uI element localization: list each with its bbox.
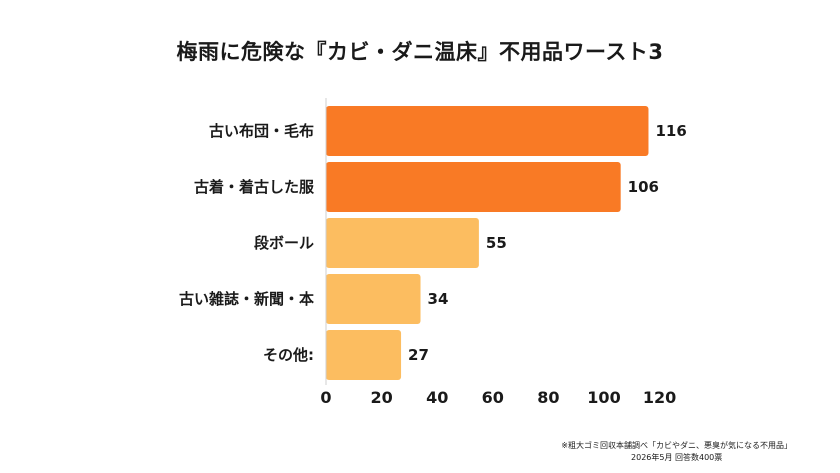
x-tick-labels: 0 20 40 60 80 100 120 xyxy=(320,388,676,407)
category-label-3: 段ボール xyxy=(254,234,314,252)
value-label-1: 116 xyxy=(655,122,686,140)
x-tick-label-6: 100 xyxy=(587,388,620,407)
x-tick-label-5: 80 xyxy=(537,388,559,407)
x-tick-label-4: 60 xyxy=(482,388,504,407)
category-label-1: 古い布団・毛布 xyxy=(209,122,314,140)
value-label-3: 55 xyxy=(486,234,507,252)
value-label-2: 106 xyxy=(628,178,659,196)
source-footnote: ※粗大ゴミ回収本舗調べ「カビやダニ、悪臭が気になる不用品」 2026年5月 回答… xyxy=(561,440,792,464)
value-labels: 116 106 55 34 27 xyxy=(408,122,687,364)
bar-5 xyxy=(326,330,402,380)
value-label-5: 27 xyxy=(408,346,429,364)
category-label-2: 古着・着古した服 xyxy=(194,178,315,196)
bar-1 xyxy=(326,106,649,156)
x-tick-label-2: 20 xyxy=(370,388,392,407)
x-tick-label-1: 0 xyxy=(320,388,331,407)
x-tick-label-7: 120 xyxy=(643,388,676,407)
category-label-4: 古い雑誌・新聞・本 xyxy=(179,290,314,308)
footnote-line-2: 2026年5月 回答数400票 xyxy=(631,453,723,462)
category-label-5: その他: xyxy=(263,346,314,364)
bar-2 xyxy=(326,162,621,212)
value-label-4: 34 xyxy=(428,290,449,308)
footnote-line-1: ※粗大ゴミ回収本舗調べ「カビやダニ、悪臭が気になる不用品」 xyxy=(561,441,792,450)
bars-group xyxy=(326,106,649,380)
x-tick-label-3: 40 xyxy=(426,388,448,407)
chart-title: 梅雨に危険な『カビ・ダニ温床』不用品ワースト3 xyxy=(176,40,664,64)
bar-4 xyxy=(326,274,421,324)
bar-3 xyxy=(326,218,479,268)
